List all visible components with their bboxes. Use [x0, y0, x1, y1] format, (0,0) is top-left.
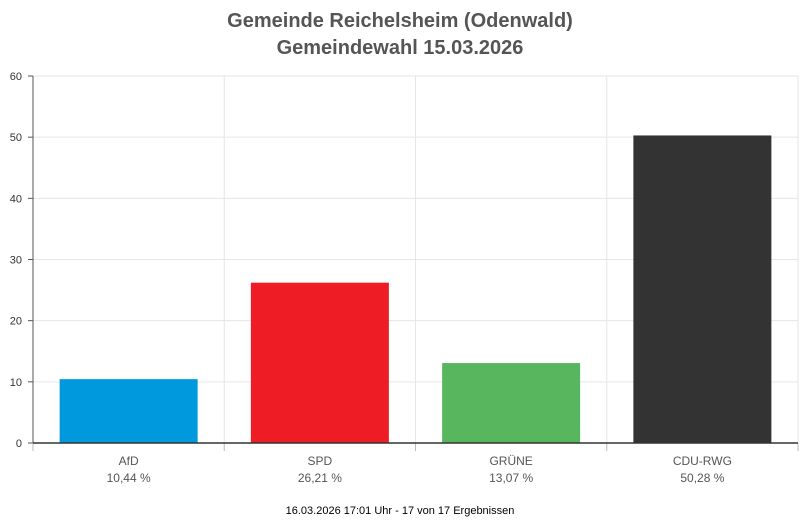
- bar-value-label: 13,07 %: [489, 471, 533, 485]
- bar-cdu-rwg: [633, 135, 772, 444]
- y-tick-label: 0: [16, 438, 22, 450]
- x-tick-label: CDU-RWG: [673, 454, 732, 468]
- y-tick-label: 60: [10, 71, 22, 83]
- x-tick-label: AfD: [119, 454, 139, 468]
- y-tick-label: 40: [10, 193, 22, 205]
- y-tick-label: 50: [10, 132, 22, 144]
- x-tick-label: GRÜNE: [489, 454, 532, 468]
- bar-value-label: 26,21 %: [298, 471, 342, 485]
- bar-spd: [250, 282, 389, 443]
- chart-title: Gemeinde Reichelsheim (Odenwald): [227, 10, 573, 32]
- x-tick-label: SPD: [308, 454, 333, 468]
- bar-afd: [59, 379, 198, 443]
- y-tick-label: 30: [10, 255, 22, 267]
- y-tick-label: 10: [10, 377, 22, 389]
- bar-value-label: 10,44 %: [107, 471, 151, 485]
- y-tick-label: 20: [10, 316, 22, 328]
- bar-value-label: 50,28 %: [680, 471, 724, 485]
- chart-subtitle: Gemeindewahl 15.03.2026: [276, 37, 524, 59]
- bar-grüne: [442, 363, 581, 443]
- footer-status: 16.03.2026 17:01 Uhr - 17 von 17 Ergebni…: [285, 505, 515, 517]
